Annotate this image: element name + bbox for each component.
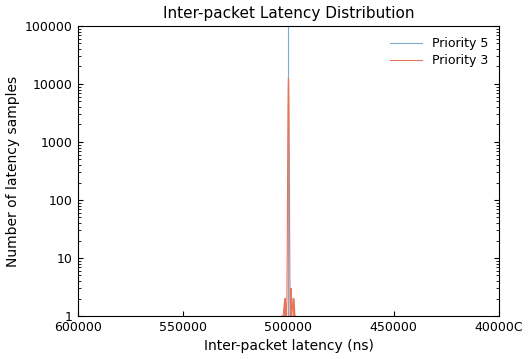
Priority 3 <box>288 286 294 290</box>
Priority 3 <box>282 314 288 318</box>
Title: Inter-packet Latency Distribution: Inter-packet Latency Distribution <box>163 5 414 20</box>
Priority 3 <box>287 314 293 318</box>
Priority 3 <box>286 76 292 80</box>
Priority 3 <box>291 314 298 318</box>
Y-axis label: Number of latency samples: Number of latency samples <box>6 75 20 266</box>
Priority 3 <box>285 76 291 80</box>
Line: Priority 3: Priority 3 <box>282 78 295 316</box>
Priority 3 <box>284 314 290 318</box>
Priority 3 <box>284 297 290 301</box>
Priority 3 <box>286 88 292 92</box>
Priority 3 <box>292 314 298 318</box>
Priority 3 <box>285 184 291 188</box>
Priority 3 <box>290 314 297 318</box>
Priority 3 <box>282 297 288 301</box>
Priority 3 <box>285 141 291 146</box>
Priority 3 <box>287 273 293 278</box>
Priority 3 <box>284 235 290 239</box>
Priority 3 <box>279 314 286 318</box>
Priority 3 <box>279 314 285 318</box>
Priority 3 <box>289 314 295 318</box>
Priority 3 <box>291 297 297 301</box>
Priority 3 <box>290 297 296 301</box>
Priority 3 <box>288 297 295 301</box>
Priority 3 <box>288 286 294 290</box>
Priority 3 <box>287 314 294 318</box>
Priority 3 <box>286 182 293 187</box>
X-axis label: Inter-packet latency (ns): Inter-packet latency (ns) <box>204 340 373 354</box>
Priority 3 <box>287 233 293 237</box>
Priority 3 <box>281 297 288 301</box>
Priority 3 <box>285 87 291 92</box>
Legend: Priority 5, Priority 3: Priority 5, Priority 3 <box>385 32 493 72</box>
Priority 3 <box>287 314 294 318</box>
Priority 3 <box>286 141 293 145</box>
Priority 3 <box>280 314 286 318</box>
Priority 3 <box>279 314 285 318</box>
Priority 3 <box>285 110 291 114</box>
Priority 3 <box>279 314 286 318</box>
Priority 3 <box>288 314 294 318</box>
Priority 3 <box>286 108 292 113</box>
